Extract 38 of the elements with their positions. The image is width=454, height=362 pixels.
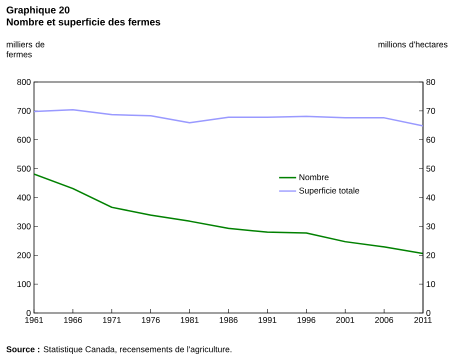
x-tick-label: 2001 xyxy=(336,317,354,324)
y-tick-label: 0 xyxy=(26,310,31,316)
y2-tick-label: 50 xyxy=(426,166,436,172)
y2-tick-label: 40 xyxy=(426,194,436,200)
legend-label: Nombre xyxy=(300,174,329,180)
y2-axis-title: millions d'hectares xyxy=(378,41,448,48)
y2-tick-label: 0 xyxy=(426,310,430,316)
y-tick-label: 300 xyxy=(17,223,31,230)
y-tick-label: 800 xyxy=(17,79,31,85)
y-tick-label: 100 xyxy=(17,281,31,288)
y2-tick-label: 80 xyxy=(426,79,436,85)
chart-subtitle: Nombre et superficie des fermes xyxy=(6,18,160,28)
x-tick-label: 1986 xyxy=(220,317,238,324)
x-tick-label: 1961 xyxy=(25,317,44,324)
text: Source : Statistique Canada, recensements de l'agriculture. xyxy=(6,346,232,354)
y2-tick-label: 20 xyxy=(426,252,436,258)
y-tick-label: 200 xyxy=(17,252,31,258)
y-tick-label: 700 xyxy=(17,108,31,114)
y-tick-label: 500 xyxy=(17,166,31,172)
x-tick-label: 1996 xyxy=(298,317,316,324)
x-tick-label: 1971 xyxy=(103,317,121,324)
y2-tick-label: 60 xyxy=(426,136,436,143)
line-series xyxy=(34,108,424,127)
x-tick-label: 1976 xyxy=(142,317,160,324)
y2-tick-label: 70 xyxy=(426,108,436,114)
x-tick-label: 1991 xyxy=(258,317,276,324)
x-tick-label: 2011 xyxy=(414,317,432,324)
y-tick-label: 400 xyxy=(17,194,31,200)
x-tick-label: 1966 xyxy=(64,317,82,324)
y-tick-label: 600 xyxy=(17,136,31,143)
x-tick-label: 1981 xyxy=(180,317,199,324)
chart-title: Graphique 20 xyxy=(6,6,70,16)
y2-tick-label: 10 xyxy=(426,281,436,288)
y-axis-title: milliers de fermes xyxy=(6,41,44,58)
line-series xyxy=(34,173,424,254)
y2-tick-label: 30 xyxy=(426,223,436,230)
legend-label: Superficie totale xyxy=(299,187,360,196)
x-tick-label: 2006 xyxy=(375,317,394,324)
